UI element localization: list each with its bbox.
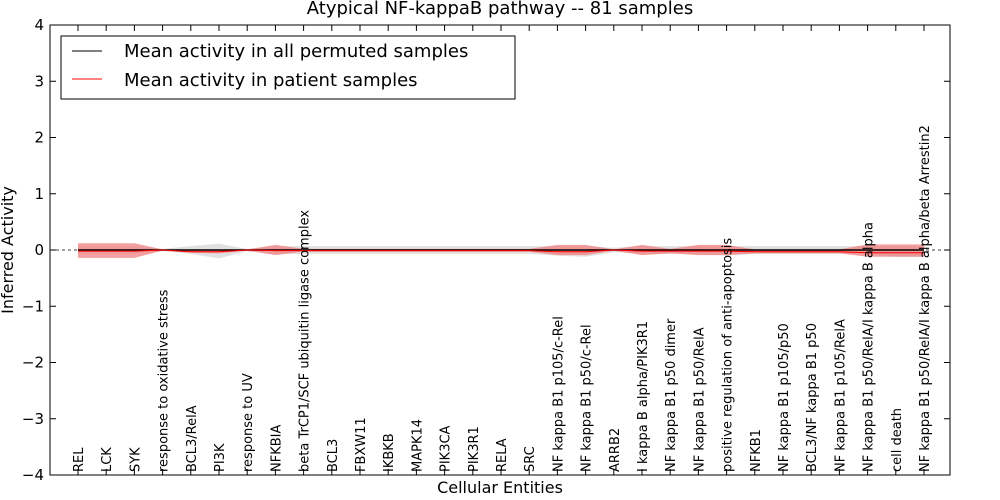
legend-box xyxy=(60,35,516,100)
y-tick-label: −2 xyxy=(22,354,44,372)
legend-label-patient: Mean activity in patient samples xyxy=(124,70,418,91)
x-tick-label: RELA xyxy=(495,438,510,472)
y-tick-label: 2 xyxy=(34,129,44,147)
x-tick-label: NF kappa B1 p50/c-Rel xyxy=(580,324,595,472)
x-tick-label: NF kappa B1 p50/RelA/I kappa B alpha xyxy=(862,222,877,472)
x-tick-label: PI3K xyxy=(213,443,228,472)
series-lines xyxy=(50,249,950,254)
legend-label-permuted: Mean activity in all permuted samples xyxy=(124,41,468,62)
y-tick-label: 0 xyxy=(34,241,44,259)
y-tick-label: 4 xyxy=(34,16,44,34)
chart-title: Atypical NF-kappaB pathway -- 81 samples xyxy=(307,0,693,19)
x-tick-label: SRC xyxy=(523,446,538,472)
x-tick-label: BCL3/RelA xyxy=(185,405,200,472)
x-tick-label: NF kappa B1 p50/RelA/I kappa B alpha/bet… xyxy=(918,125,933,472)
x-tick-label: cell death xyxy=(890,408,905,472)
x-tick-label: NF kappa B1 p105/RelA xyxy=(833,319,848,472)
x-tick-label: NFKBIA xyxy=(269,425,284,472)
x-tick-label: REL xyxy=(72,447,87,472)
x-tick-label: LCK xyxy=(100,447,115,472)
x-tick-label: NF kappa B1 p50/RelA xyxy=(692,327,707,472)
x-tick-label: ARRB2 xyxy=(608,428,623,472)
x-tick-label: MAPK14 xyxy=(410,419,425,472)
y-axis-ticks: −4 −3 −2 −1 0 1 2 3 4 xyxy=(22,16,950,484)
x-tick-label: PIK3CA xyxy=(439,425,454,472)
x-tick-label: FBXW11 xyxy=(354,417,369,472)
x-tick-label: NF kappa B1 p105/p50 xyxy=(777,323,792,472)
x-tick-label: NF kappa B1 p50 dimer xyxy=(664,318,679,472)
x-tick-label: positive regulation of anti-apoptosis xyxy=(721,238,736,472)
y-tick-label: 1 xyxy=(34,185,44,203)
x-tick-label: beta TrCP1/SCF ubiquitin ligase complex xyxy=(298,210,313,472)
x-tick-label: response to UV xyxy=(241,373,256,472)
legend: Mean activity in all permuted samples Me… xyxy=(60,35,516,100)
x-tick-label: IKBKB xyxy=(382,433,397,472)
y-tick-label: 3 xyxy=(34,72,44,90)
y-tick-label: −1 xyxy=(22,297,44,315)
x-tick-label: I kappa B alpha/PIK3R1 xyxy=(636,321,651,472)
x-tick-label: BCL3/NF kappa B1 p50 xyxy=(805,323,820,472)
x-tick-label: NF kappa B1 p105/c-Rel xyxy=(551,316,566,472)
series-line-patient xyxy=(78,249,924,254)
plot-area-frame xyxy=(49,24,951,476)
y-tick-label: −4 xyxy=(22,466,44,484)
x-tick-labels: REL LCK SYK response to oxidative stress BCL… xyxy=(72,25,933,475)
x-axis-label: Cellular Entities xyxy=(437,478,563,497)
x-tick-label: SYK xyxy=(128,447,143,472)
x-tick-label: BCL3 xyxy=(326,439,341,472)
y-axis-label: Inferred Activity xyxy=(0,186,17,314)
y-tick-label: −3 xyxy=(22,410,44,428)
x-tick-label: NFKB1 xyxy=(749,429,764,472)
x-tick-label: PIK3R1 xyxy=(467,426,482,472)
x-tick-label: response to oxidative stress xyxy=(157,289,172,472)
